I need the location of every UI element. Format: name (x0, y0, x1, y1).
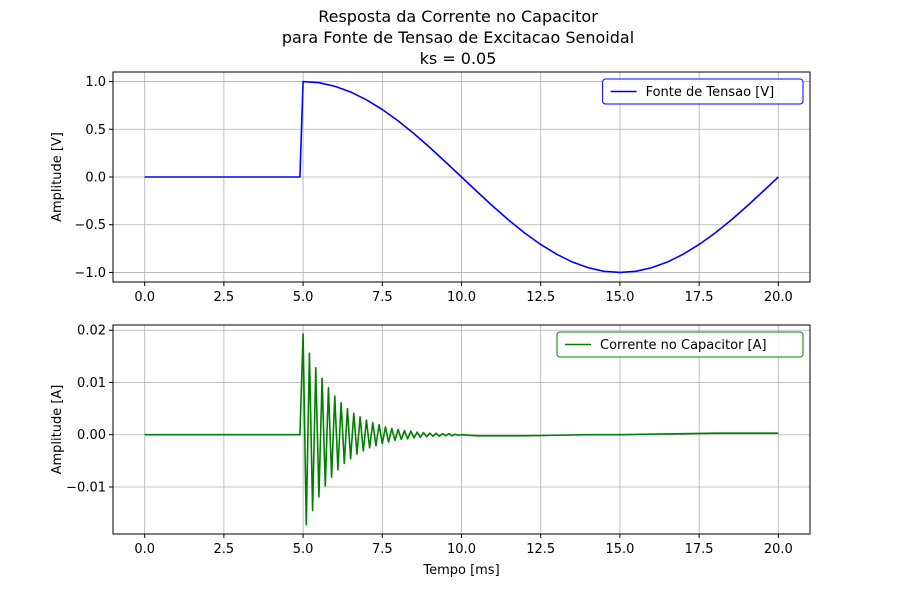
x-tick-label: 12.5 (526, 542, 555, 557)
subplot-2: 0.0 2.5 5.0 7.5 10.0 12.5 15.0 17.5 20.0 −0.01 0.0… (50, 324, 811, 578)
y-tick-label: 0.02 (77, 324, 106, 339)
x-tick-label: 15.0 (605, 290, 634, 305)
legend-box (602, 78, 804, 105)
y-tick-label: 0.00 (77, 428, 106, 443)
x-tick-label: 12.5 (526, 290, 555, 305)
y-axis-label: Amplitude [V] (50, 132, 65, 222)
legend: Fonte de Tensao [V] (602, 78, 804, 105)
figure-title-line-3: ks = 0.05 (420, 49, 497, 68)
x-tick-label: 17.5 (685, 542, 714, 557)
y-tick-label: −1.0 (74, 266, 106, 281)
y-tick-label: 0.01 (77, 376, 106, 391)
x-tick-label: 7.5 (372, 542, 393, 557)
figure-title-line-2: para Fonte de Tensao de Excitacao Senoid… (282, 28, 634, 47)
y-axis-label: Amplitude [A] (50, 385, 65, 475)
series-line-1 (144, 80, 779, 274)
legend-box (556, 331, 804, 358)
legend-label: Corrente no Capacitor [A] (600, 338, 767, 353)
x-tick-label: 0.0 (134, 290, 155, 305)
x-tick-label: 7.5 (372, 290, 393, 305)
x-tick-label: 0.0 (134, 542, 155, 557)
x-axis-label: Tempo [ms] (422, 563, 499, 578)
x-tick-label: 15.0 (605, 542, 634, 557)
subplot-1: 0.0 2.5 5.0 7.5 10.0 12.5 15.0 17.5 20.0 −1.0 −0.5… (50, 71, 811, 305)
legend: Corrente no Capacitor [A] (556, 331, 804, 358)
x-tick-label: 20.0 (764, 290, 793, 305)
x-tick-label: 17.5 (685, 290, 714, 305)
x-tick-label: 5.0 (293, 290, 314, 305)
y-tick-label: −0.01 (66, 480, 106, 495)
x-tick-label: 2.5 (214, 290, 235, 305)
x-tick-label: 20.0 (764, 542, 793, 557)
y-tick-label: 1.0 (85, 75, 106, 90)
legend-label: Fonte de Tensao [V] (646, 85, 775, 100)
x-tick-label: 10.0 (447, 290, 476, 305)
y-tick-label: 0.5 (85, 123, 106, 138)
figure-title-line-1: Resposta da Corrente no Capacitor (318, 7, 598, 26)
series-line-1 (144, 333, 779, 526)
x-tick-label: 2.5 (214, 542, 235, 557)
y-tick-label: −0.5 (74, 218, 106, 233)
x-tick-label: 10.0 (447, 542, 476, 557)
x-tick-label: 5.0 (293, 542, 314, 557)
y-tick-label: 0.0 (85, 171, 106, 186)
